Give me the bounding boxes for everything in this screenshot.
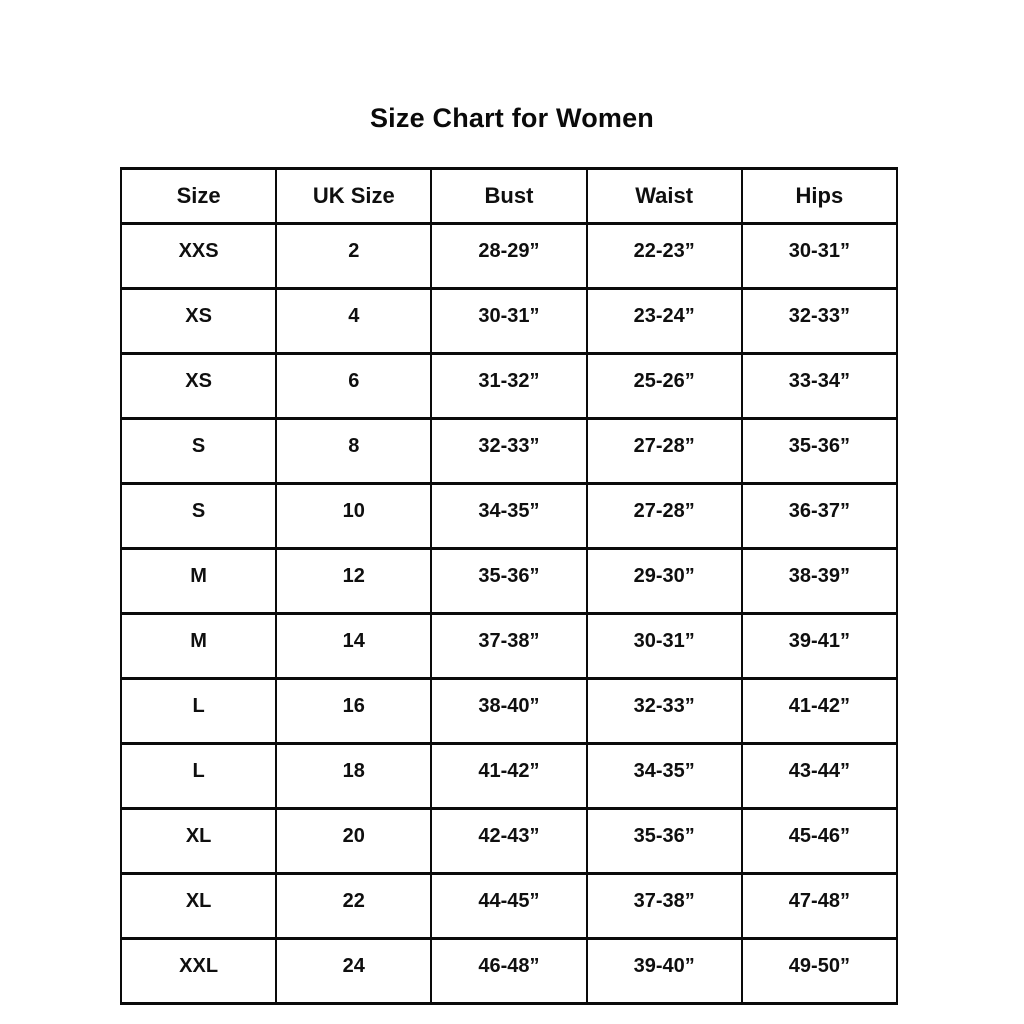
table-row: S 10 34-35” 27-28” 36-37” [119, 482, 899, 550]
page-title: Size Chart for Women [369, 103, 655, 133]
table-cell: 31-32” [430, 352, 588, 420]
table-cell: 20 [275, 807, 433, 875]
table-cell: M [119, 547, 278, 615]
table-cell: 34-35” [430, 482, 588, 550]
table-cell: XL [119, 872, 278, 940]
table-cell: 36-37” [740, 482, 899, 550]
table-cell: 2 [275, 222, 433, 290]
table-cell: 37-38” [585, 872, 743, 940]
table-cell: 27-28” [585, 417, 743, 485]
table-row: XL 20 42-43” 35-36” 45-46” [119, 807, 899, 875]
table-cell: 38-39” [740, 547, 899, 615]
table-cell: 37-38” [430, 612, 588, 680]
table-cell: L [119, 677, 278, 745]
table-cell: 46-48” [430, 937, 588, 1005]
table-row: L 16 38-40” 32-33” 41-42” [119, 677, 899, 745]
table-row: XS 4 30-31” 23-24” 32-33” [119, 287, 899, 355]
column-header: Bust [430, 167, 588, 225]
table-cell: 23-24” [585, 287, 743, 355]
table-cell: XL [119, 807, 278, 875]
table-cell: 27-28” [585, 482, 743, 550]
table-row: S 8 32-33” 27-28” 35-36” [119, 417, 899, 485]
table-cell: M [119, 612, 278, 680]
table-row: M 12 35-36” 29-30” 38-39” [119, 547, 899, 615]
table-cell: XS [119, 352, 278, 420]
table-cell: 6 [275, 352, 433, 420]
table-cell: 18 [275, 742, 433, 810]
table-cell: L [119, 742, 278, 810]
table-cell: 38-40” [430, 677, 588, 745]
table-row: XXL 24 46-48” 39-40” 49-50” [119, 937, 899, 1005]
table-cell: 14 [275, 612, 433, 680]
table-row: L 18 41-42” 34-35” 43-44” [119, 742, 899, 810]
table-cell: 42-43” [430, 807, 588, 875]
table-cell: 35-36” [585, 807, 743, 875]
table-cell: 22 [275, 872, 433, 940]
table-cell: 43-44” [740, 742, 899, 810]
table-cell: 41-42” [430, 742, 588, 810]
table-cell: 32-33” [430, 417, 588, 485]
table-cell: XXS [119, 222, 278, 290]
table-row: XXS 2 28-29” 22-23” 30-31” [119, 222, 899, 290]
table-cell: 35-36” [740, 417, 899, 485]
table-cell: S [119, 417, 278, 485]
size-table-header: Size UK Size Bust Waist Hips [119, 167, 899, 225]
table-cell: 33-34” [740, 352, 899, 420]
table-cell: 41-42” [740, 677, 899, 745]
table-cell: 35-36” [430, 547, 588, 615]
table-cell: 29-30” [585, 547, 743, 615]
table-cell: 39-41” [740, 612, 899, 680]
header-row: Size UK Size Bust Waist Hips [119, 167, 899, 225]
table-cell: 34-35” [585, 742, 743, 810]
table-row: M 14 37-38” 30-31” 39-41” [119, 612, 899, 680]
table-cell: 28-29” [430, 222, 588, 290]
table-cell: 8 [275, 417, 433, 485]
size-table: Size UK Size Bust Waist Hips XXS 2 28-29” 22-23… [119, 167, 899, 1005]
table-cell: XS [119, 287, 278, 355]
table-cell: 12 [275, 547, 433, 615]
size-table-body: XXS 2 28-29” 22-23” 30-31” XS 4 30-31” 23-24” 32-… [119, 222, 899, 1005]
table-cell: 32-33” [585, 677, 743, 745]
table-cell: 30-31” [430, 287, 588, 355]
column-header: Hips [740, 167, 899, 225]
table-cell: 22-23” [585, 222, 743, 290]
table-row: XS 6 31-32” 25-26” 33-34” [119, 352, 899, 420]
table-cell: 30-31” [585, 612, 743, 680]
table-cell: 39-40” [585, 937, 743, 1005]
column-header: Waist [585, 167, 743, 225]
table-cell: 30-31” [740, 222, 899, 290]
table-cell: 32-33” [740, 287, 899, 355]
table-cell: XXL [119, 937, 278, 1005]
table-cell: 47-48” [740, 872, 899, 940]
column-header: UK Size [275, 167, 433, 225]
table-cell: 16 [275, 677, 433, 745]
table-cell: 44-45” [430, 872, 588, 940]
table-cell: 49-50” [740, 937, 899, 1005]
table-cell: 45-46” [740, 807, 899, 875]
table-row: XL 22 44-45” 37-38” 47-48” [119, 872, 899, 940]
column-header: Size [119, 167, 278, 225]
table-cell: S [119, 482, 278, 550]
table-cell: 25-26” [585, 352, 743, 420]
table-cell: 24 [275, 937, 433, 1005]
table-cell: 4 [275, 287, 433, 355]
table-cell: 10 [275, 482, 433, 550]
